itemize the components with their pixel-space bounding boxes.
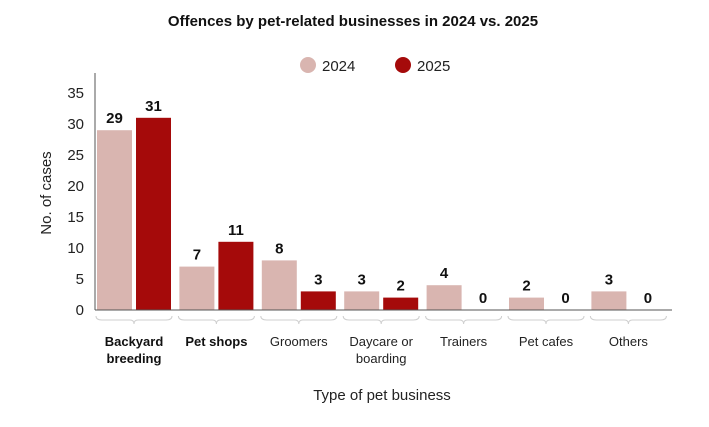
bar-2025 <box>218 241 254 310</box>
data-label-2024: 8 <box>275 240 283 257</box>
data-label-2025: 31 <box>145 98 162 115</box>
category-brace <box>507 315 585 325</box>
data-label-2024: 3 <box>358 271 366 288</box>
category-brace <box>342 315 420 325</box>
category-brace <box>589 315 667 325</box>
bars: 29 31 7 11 8 3 3 2 4 0 2 0 3 0 <box>97 98 652 310</box>
legend-swatch-2024 <box>300 57 316 73</box>
category-label: Groomers <box>270 334 328 349</box>
data-label-2024: 4 <box>440 265 449 282</box>
legend-label-2024: 2024 <box>322 58 355 75</box>
category-label: boarding <box>356 351 407 366</box>
bar-2024 <box>509 297 544 310</box>
data-label-2025: 3 <box>314 271 322 288</box>
bar-2025 <box>383 297 419 310</box>
y-tick-label: 35 <box>67 85 84 102</box>
category-label: Pet cafes <box>519 334 574 349</box>
category-brace <box>177 315 255 325</box>
category-brace <box>260 315 338 325</box>
category-label: Daycare or <box>349 334 413 349</box>
y-tick-label: 5 <box>76 271 84 288</box>
bar-2024 <box>591 291 627 310</box>
y-tick-label: 20 <box>67 178 84 195</box>
y-tick-label: 15 <box>67 209 84 226</box>
bar-2024 <box>426 285 462 310</box>
bar-2024 <box>261 260 297 310</box>
data-label-2024: 3 <box>605 271 613 288</box>
data-label-2024: 7 <box>193 247 201 264</box>
data-label-2025: 0 <box>644 290 652 307</box>
bar-2024 <box>179 266 215 310</box>
y-axis-label: No. of cases <box>38 151 55 234</box>
y-tick-label: 30 <box>67 116 84 133</box>
y-axis-ticks: 0 5 10 15 20 25 30 35 <box>67 85 84 319</box>
bar-2025 <box>136 117 171 310</box>
data-label-2025: 11 <box>228 222 244 239</box>
category-brace <box>95 315 173 325</box>
bar-2025 <box>300 291 336 310</box>
category-label: Trainers <box>440 334 488 349</box>
data-label-2025: 2 <box>397 278 405 295</box>
data-label-2025: 0 <box>479 290 487 307</box>
y-tick-label: 25 <box>67 147 84 164</box>
bar-2024 <box>97 130 132 310</box>
y-tick-label: 0 <box>76 302 84 319</box>
y-tick-label: 10 <box>67 240 84 257</box>
category-brace <box>425 315 503 325</box>
category-label: breeding <box>107 351 162 366</box>
data-label-2024: 2 <box>522 278 530 295</box>
legend-label-2025: 2025 <box>417 58 450 75</box>
category-label: Pet shops <box>185 334 247 349</box>
bar-2024 <box>344 291 380 310</box>
legend: 2024 2025 <box>300 57 450 75</box>
legend-swatch-2025 <box>395 57 411 73</box>
chart-title: Offences by pet-related businesses in 20… <box>168 13 538 30</box>
x-axis-label: Type of pet business <box>313 387 451 404</box>
category-labels: Backyard breeding Pet shops Groomers Daycare… <box>95 315 667 366</box>
data-label-2025: 0 <box>561 290 569 307</box>
data-label-2024: 29 <box>106 110 123 127</box>
axes <box>94 73 672 311</box>
category-label: Others <box>609 334 649 349</box>
category-label: Backyard <box>105 334 164 349</box>
